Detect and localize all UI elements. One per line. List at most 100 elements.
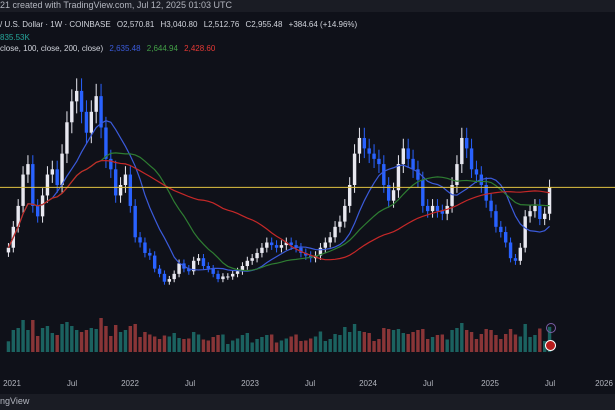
candle bbox=[274, 245, 279, 248]
volume-bar bbox=[406, 334, 410, 352]
candle bbox=[416, 169, 420, 180]
ma-value-2: 2,644.94 bbox=[146, 44, 178, 53]
candle bbox=[421, 179, 425, 206]
volume-bar bbox=[279, 340, 284, 352]
volume-bar bbox=[547, 326, 552, 352]
candle bbox=[143, 242, 147, 253]
candle bbox=[109, 158, 113, 170]
volume-bar bbox=[157, 339, 162, 352]
candle bbox=[167, 279, 172, 282]
candle bbox=[94, 96, 98, 112]
volume-bar bbox=[518, 336, 523, 352]
volume-bar bbox=[60, 324, 64, 352]
volume-bar bbox=[542, 341, 547, 352]
volume-bar bbox=[128, 326, 133, 352]
candles bbox=[6, 78, 552, 285]
volume-bar bbox=[221, 334, 225, 352]
x-tick-label: 2023 bbox=[241, 379, 259, 388]
candle bbox=[425, 205, 430, 212]
candle bbox=[152, 255, 157, 269]
candle bbox=[216, 273, 220, 280]
candle bbox=[45, 174, 50, 196]
candle bbox=[533, 205, 537, 212]
x-tick-label: 2022 bbox=[121, 379, 139, 388]
candle bbox=[503, 232, 508, 243]
x-tick-label: 2025 bbox=[481, 379, 499, 388]
volume-bar bbox=[274, 342, 279, 352]
volume-bar bbox=[445, 339, 449, 352]
volume-bar bbox=[11, 330, 16, 352]
flag-icon[interactable] bbox=[545, 340, 556, 351]
volume-bar bbox=[196, 334, 201, 352]
x-tick-label: Jul bbox=[185, 379, 195, 388]
candle bbox=[245, 260, 250, 267]
footer-text: ngView bbox=[0, 396, 30, 406]
candle bbox=[513, 258, 518, 261]
x-tick-label: Jul bbox=[305, 379, 315, 388]
x-tick-label: Jul bbox=[545, 379, 555, 388]
volume-bar bbox=[70, 326, 74, 352]
volume-bar bbox=[440, 334, 445, 352]
candle bbox=[279, 245, 284, 248]
volume-bar bbox=[401, 333, 406, 352]
volume-bar bbox=[489, 330, 493, 352]
candle bbox=[191, 260, 196, 272]
candle bbox=[401, 148, 406, 165]
event-icon[interactable] bbox=[546, 323, 556, 333]
candle bbox=[357, 137, 362, 154]
candle bbox=[323, 242, 328, 248]
candle bbox=[55, 169, 59, 185]
volume-bar bbox=[143, 332, 147, 352]
candle bbox=[372, 153, 376, 159]
candle bbox=[474, 169, 479, 175]
volume-bar bbox=[250, 342, 254, 352]
candle bbox=[157, 268, 162, 274]
volume-bar bbox=[152, 336, 157, 352]
ma-50-line bbox=[7, 120, 550, 272]
volume-bar bbox=[235, 338, 240, 352]
candle bbox=[430, 205, 435, 212]
watermark-bar: 21 created with TradingView.com, Jul 12,… bbox=[0, 0, 615, 12]
candle bbox=[406, 148, 410, 159]
candle bbox=[367, 148, 371, 154]
volume-bar bbox=[230, 340, 235, 352]
candle bbox=[89, 111, 94, 133]
candle bbox=[84, 111, 89, 133]
volume-bar bbox=[40, 328, 45, 352]
candle bbox=[489, 200, 493, 212]
volume-bar bbox=[89, 328, 94, 352]
volume-bar bbox=[494, 335, 498, 352]
candle bbox=[469, 148, 474, 170]
volume-bar bbox=[201, 339, 206, 352]
volume-bar bbox=[162, 335, 167, 352]
candle bbox=[284, 242, 289, 246]
volume-bar bbox=[265, 335, 269, 352]
volume-bar bbox=[308, 338, 313, 352]
candle bbox=[299, 247, 303, 253]
ma-200-line bbox=[7, 160, 550, 261]
volume-bar bbox=[182, 339, 186, 352]
candle bbox=[547, 187, 552, 214]
volume-bar bbox=[318, 331, 323, 352]
candle bbox=[269, 242, 274, 246]
volume-bar bbox=[523, 324, 527, 352]
volume-bar bbox=[450, 330, 454, 352]
volume-bar bbox=[508, 329, 513, 352]
volume-bar bbox=[35, 336, 40, 352]
volume-bar bbox=[304, 340, 308, 352]
candle bbox=[528, 211, 532, 217]
volume-bar bbox=[435, 335, 440, 352]
candle bbox=[435, 205, 440, 212]
volume-bar bbox=[294, 334, 298, 352]
candle bbox=[235, 271, 240, 274]
candle bbox=[494, 211, 498, 227]
close-value: C2,955.48 bbox=[245, 20, 283, 29]
candle bbox=[35, 205, 40, 217]
candle bbox=[304, 252, 308, 256]
candle bbox=[518, 247, 523, 261]
volume-bar bbox=[460, 323, 464, 352]
candle bbox=[113, 169, 118, 196]
volume-bar bbox=[177, 338, 181, 352]
candle bbox=[499, 226, 503, 233]
high-value: H3,040.80 bbox=[160, 20, 198, 29]
